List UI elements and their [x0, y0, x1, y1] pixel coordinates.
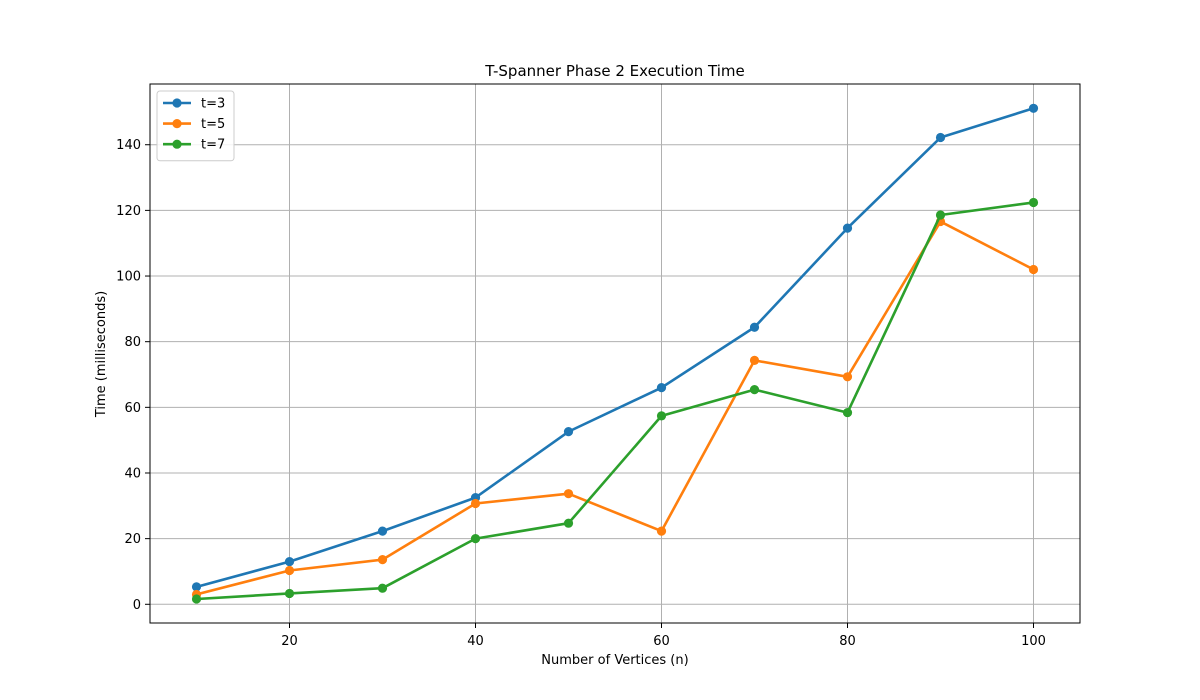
- series-line: [195, 201, 1035, 601]
- legend-label: t=3: [201, 97, 225, 112]
- y-tick-label: 20: [124, 532, 141, 547]
- grid: [150, 84, 1080, 623]
- series-1: [191, 103, 1039, 592]
- x-tick-label: 20: [281, 634, 298, 649]
- data-point: [470, 498, 481, 509]
- y-tick-label: 120: [116, 204, 141, 219]
- legend-item: t=3: [163, 97, 225, 112]
- y-tick-label: 40: [124, 466, 141, 481]
- data-point: [563, 518, 574, 528]
- legend-label: t=7: [201, 138, 225, 153]
- plot-frame: [149, 83, 1081, 624]
- x-tick-label: 60: [653, 634, 670, 649]
- data-point: [842, 407, 853, 418]
- data-point: [749, 322, 760, 332]
- data-point: [749, 385, 760, 395]
- data-point: [842, 372, 853, 382]
- y-tick-label: 80: [124, 335, 141, 350]
- data-point: [284, 557, 295, 567]
- data-point: [284, 565, 295, 576]
- series-3: [191, 197, 1039, 604]
- series-line: [194, 106, 1036, 589]
- data-point: [1028, 264, 1039, 275]
- data-point: [842, 223, 853, 233]
- data-point: [749, 355, 760, 365]
- legend-marker: [172, 139, 182, 149]
- chart-title: T-Spanner Phase 2 Execution Time: [484, 62, 745, 80]
- series-line: [194, 220, 1036, 597]
- data-point: [656, 526, 667, 536]
- data-point: [563, 489, 574, 499]
- y-tick-label: 60: [124, 401, 141, 416]
- data-point: [284, 588, 295, 599]
- y-tick-label: 0: [133, 598, 141, 613]
- data-point: [470, 534, 481, 544]
- y-tick-label: 100: [116, 270, 141, 285]
- x-axis-ticks: 20 40 60 80 100: [281, 623, 1046, 649]
- x-tick-label: 80: [839, 634, 856, 649]
- x-tick-label: 40: [467, 634, 484, 649]
- data-point: [563, 427, 574, 437]
- data-point: [935, 210, 946, 220]
- data-point: [377, 555, 388, 565]
- legend-label: t=5: [201, 117, 225, 132]
- legend-item: t=5: [163, 117, 225, 132]
- data-point: [1028, 197, 1039, 208]
- legend-marker: [172, 98, 182, 108]
- data-point: [377, 583, 388, 593]
- x-axis-title: Number of Vertices (n): [541, 653, 688, 668]
- data-point: [935, 132, 946, 143]
- series-lines: [191, 103, 1039, 604]
- legend-item: t=7: [163, 138, 225, 153]
- data-point: [191, 582, 202, 592]
- data-point: [191, 594, 202, 604]
- x-tick-label: 100: [1021, 634, 1046, 649]
- legend-marker: [172, 119, 182, 129]
- data-point: [656, 411, 667, 421]
- y-axis-title: Time (milliseconds): [94, 291, 109, 418]
- series-2: [191, 216, 1039, 600]
- legend: t=3 t=5 t=7: [156, 90, 235, 162]
- data-point: [1028, 103, 1039, 113]
- data-point: [377, 526, 388, 536]
- data-point: [656, 383, 667, 393]
- y-axis-ticks: 0 20 40 60 80 100 120 140: [116, 138, 150, 613]
- y-tick-label: 140: [116, 138, 141, 153]
